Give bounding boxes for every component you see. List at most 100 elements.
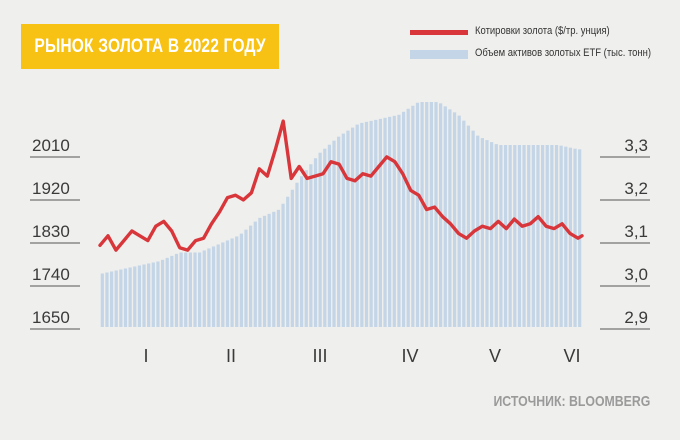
etf-bar xyxy=(198,252,202,327)
etf-bar xyxy=(179,252,183,327)
month-label: VI xyxy=(563,346,580,366)
etf-bar xyxy=(480,138,484,327)
etf-bar xyxy=(253,221,257,327)
legend-label-gold-price: Котировки золота ($/тр. унция) xyxy=(475,25,610,37)
etf-bar xyxy=(114,270,118,327)
etf-bar xyxy=(466,125,471,327)
etf-bar xyxy=(193,252,197,327)
etf-bar xyxy=(420,102,424,327)
axes xyxy=(30,156,650,330)
etf-bar xyxy=(304,170,308,327)
etf-bar xyxy=(485,140,489,327)
chart-title: РЫНОК ЗОЛОТА В 2022 ГОДУ xyxy=(34,35,266,57)
etf-bar xyxy=(350,127,355,327)
etf-bar xyxy=(151,262,155,327)
etf-bar xyxy=(452,112,457,327)
etf-bar xyxy=(184,252,188,327)
etf-bar xyxy=(531,145,535,327)
etf-bar xyxy=(216,244,220,327)
etf-bar xyxy=(499,145,503,327)
etf-bar xyxy=(313,158,318,327)
right-tick-label: 3,1 xyxy=(624,222,648,241)
etf-bar xyxy=(341,133,345,327)
etf-bar xyxy=(105,272,109,327)
gold-price-line-group xyxy=(98,119,584,252)
etf-bar xyxy=(272,211,276,327)
etf-bar xyxy=(392,115,396,327)
etf-bar xyxy=(286,196,290,327)
etf-bar xyxy=(517,145,522,327)
etf-bar xyxy=(490,142,494,327)
etf-bar xyxy=(207,248,211,327)
legend-swatch-bars xyxy=(410,50,468,59)
etf-bar xyxy=(369,120,373,328)
etf-bars xyxy=(100,102,582,328)
etf-bar xyxy=(323,148,327,327)
etf-bar xyxy=(202,250,206,327)
etf-bar xyxy=(160,259,165,327)
etf-bar xyxy=(165,257,169,327)
etf-bar xyxy=(364,121,369,328)
etf-bar xyxy=(211,246,216,327)
left-tick-label: 1650 xyxy=(32,308,70,327)
etf-bar xyxy=(374,119,378,328)
etf-bar xyxy=(503,145,508,327)
right-tick-label: 3,0 xyxy=(624,265,648,284)
etf-bar xyxy=(522,145,526,327)
etf-bar xyxy=(174,253,179,327)
etf-bar xyxy=(554,145,559,327)
etf-bar xyxy=(388,116,392,327)
month-label: II xyxy=(226,346,236,366)
etf-bar xyxy=(541,145,545,327)
etf-bar xyxy=(448,109,452,327)
etf-bar xyxy=(568,147,573,327)
left-tick-label: 2010 xyxy=(32,136,70,155)
gold-price-line xyxy=(98,119,584,252)
etf-bar xyxy=(119,269,123,327)
etf-bar xyxy=(156,261,160,327)
etf-bar xyxy=(513,145,517,327)
etf-bar xyxy=(337,136,341,327)
etf-bar xyxy=(109,271,114,327)
etf-bar xyxy=(300,176,304,327)
right-tick-label: 2,9 xyxy=(624,308,648,327)
left-tick-label: 1830 xyxy=(32,222,70,241)
etf-bar xyxy=(276,209,281,327)
etf-bar xyxy=(434,102,438,327)
etf-bar xyxy=(244,229,248,327)
etf-bar xyxy=(527,145,531,327)
etf-bar xyxy=(225,240,230,327)
right-tick-label: 3,3 xyxy=(624,136,648,155)
etf-bar xyxy=(401,111,406,327)
etf-bar xyxy=(137,265,141,327)
right-tick-label: 3,2 xyxy=(624,179,648,198)
etf-bar xyxy=(360,122,364,328)
etf-bar xyxy=(443,106,447,327)
etf-bar xyxy=(235,236,239,327)
legend-item-etf-holdings: Объем активов золотых ETF (тыс. тонн) xyxy=(410,44,670,66)
etf-bar xyxy=(267,213,271,327)
etf-bar xyxy=(281,203,285,327)
etf-bar xyxy=(494,144,498,327)
etf-bar xyxy=(318,152,322,327)
etf-bar xyxy=(142,264,146,327)
etf-bar xyxy=(295,182,299,327)
left-tick-label: 1920 xyxy=(32,179,70,198)
etf-bar xyxy=(239,233,243,327)
etf-bar xyxy=(262,215,267,327)
etf-bar xyxy=(249,225,253,328)
etf-bar xyxy=(559,145,563,327)
etf-bar xyxy=(429,102,433,327)
legend-item-gold-price: Котировки золота ($/тр. унция) xyxy=(410,22,670,44)
etf-bar xyxy=(425,102,429,327)
etf-bar xyxy=(545,145,549,327)
etf-bar xyxy=(170,255,174,327)
etf-bar xyxy=(550,145,554,327)
etf-bar xyxy=(536,145,540,327)
etf-bar xyxy=(221,242,225,327)
month-label: V xyxy=(489,346,501,366)
legend: Котировки золота ($/тр. унция) Объем акт… xyxy=(410,22,670,66)
etf-bar xyxy=(100,273,104,327)
